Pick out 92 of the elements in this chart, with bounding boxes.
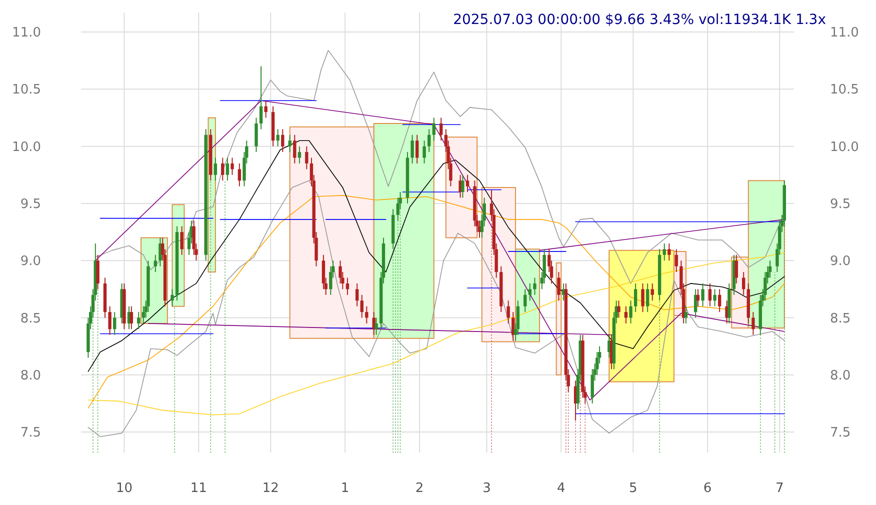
y2-tick-label: 10.5 bbox=[830, 82, 859, 98]
candlestick bbox=[713, 288, 716, 307]
candlestick bbox=[96, 254, 100, 290]
candlestick bbox=[137, 312, 140, 330]
y2-tick-label: 9.0 bbox=[830, 254, 851, 270]
candlestick bbox=[432, 117, 436, 142]
y2-tick-label: 8.0 bbox=[830, 368, 851, 384]
y2-tick-label: 7.5 bbox=[830, 426, 851, 441]
x-tick-label: 10 bbox=[116, 481, 132, 496]
candlestick bbox=[674, 248, 678, 273]
candlestick bbox=[668, 242, 671, 262]
candlestick bbox=[214, 157, 218, 182]
candlestick bbox=[259, 66, 263, 130]
candlestick bbox=[410, 134, 414, 164]
candlestick bbox=[428, 128, 431, 153]
candlestick bbox=[634, 282, 638, 313]
candlestick bbox=[718, 288, 722, 313]
y-tick-label: 8.5 bbox=[20, 311, 41, 326]
y-tick-label: 7.5 bbox=[20, 426, 41, 441]
x-tick-label: 3 bbox=[482, 481, 491, 496]
candlestick bbox=[374, 317, 378, 336]
y-tick-label: 10.5 bbox=[12, 82, 41, 98]
candlestick bbox=[355, 282, 359, 307]
candlestick bbox=[506, 300, 510, 324]
x-tick-label: 7 bbox=[775, 481, 784, 496]
candlestick bbox=[230, 157, 234, 176]
candlestick bbox=[557, 272, 560, 302]
line-series bbox=[88, 252, 785, 416]
candlestick bbox=[130, 306, 134, 330]
candlestick bbox=[528, 282, 532, 302]
candlestick bbox=[281, 128, 284, 153]
candlestick bbox=[617, 300, 620, 318]
line-series bbox=[88, 140, 785, 372]
candlestick bbox=[641, 282, 644, 313]
y2-tick-label: 8.5 bbox=[830, 311, 851, 326]
candlestick bbox=[684, 306, 688, 324]
candlestick bbox=[365, 306, 368, 324]
y2-tick-label: 11.0 bbox=[830, 26, 859, 41]
candlestick bbox=[734, 254, 738, 284]
candlestick bbox=[288, 134, 292, 153]
candlestick bbox=[466, 174, 470, 193]
candlestick bbox=[752, 312, 755, 336]
candlestick bbox=[629, 300, 632, 324]
x-tick-label: 4 bbox=[556, 481, 566, 496]
chart-title: 2025.07.03 00:00:00 $9.66 3.43% vol:11934.1K 1.3x bbox=[453, 12, 826, 28]
candlestick bbox=[180, 226, 184, 256]
candlestick bbox=[113, 312, 116, 336]
y2-tick-label: 10.0 bbox=[830, 140, 859, 155]
candlestick bbox=[154, 254, 158, 273]
line-series bbox=[95, 100, 785, 400]
x-tick-label: 11 bbox=[190, 481, 207, 496]
candlestick bbox=[512, 312, 515, 342]
y2-tick-label: 9.5 bbox=[830, 197, 851, 212]
candlestick bbox=[226, 157, 230, 182]
candlestick bbox=[221, 157, 224, 182]
candlestick bbox=[238, 162, 242, 187]
y-tick-label: 9.0 bbox=[20, 254, 41, 270]
x-tick-label: 1 bbox=[340, 481, 350, 496]
candlestick bbox=[254, 117, 258, 153]
candlestick bbox=[662, 242, 666, 262]
candlestick bbox=[264, 100, 268, 118]
candlestick bbox=[624, 306, 628, 324]
y-tick-label: 11.0 bbox=[12, 26, 41, 41]
candlestick bbox=[422, 140, 426, 164]
candlestick bbox=[108, 306, 112, 336]
x-tick-label: 6 bbox=[703, 481, 712, 496]
candlestick bbox=[360, 294, 364, 318]
candlestick bbox=[346, 277, 350, 296]
candlestick bbox=[461, 174, 464, 198]
candlestick bbox=[276, 128, 280, 147]
candlestick bbox=[298, 146, 302, 164]
y-tick-label: 8.0 bbox=[20, 368, 41, 384]
candlestick bbox=[708, 282, 712, 307]
candlestick bbox=[440, 117, 443, 142]
candlestick bbox=[742, 272, 746, 296]
candlestick bbox=[650, 282, 654, 302]
candlestick bbox=[701, 282, 704, 307]
candlestick bbox=[646, 282, 650, 313]
candlestick bbox=[696, 288, 700, 307]
candlestick bbox=[415, 134, 419, 164]
y-tick-label: 10.0 bbox=[12, 140, 41, 155]
candlestick bbox=[170, 288, 174, 307]
candlestick bbox=[293, 134, 296, 164]
candlestick bbox=[524, 288, 527, 313]
x-tick-label: 2 bbox=[415, 481, 424, 496]
x-tick-label: 5 bbox=[629, 481, 638, 496]
candlestick bbox=[533, 277, 536, 296]
line-series bbox=[88, 195, 785, 408]
y-tick-label: 9.5 bbox=[20, 197, 41, 212]
candlestick bbox=[305, 146, 308, 170]
x-tick-label: 12 bbox=[262, 481, 279, 496]
line-series bbox=[95, 50, 785, 284]
